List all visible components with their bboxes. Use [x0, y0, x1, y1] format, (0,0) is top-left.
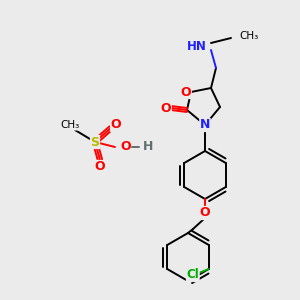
Text: H: H [143, 140, 153, 154]
Text: CH₃: CH₃ [60, 120, 80, 130]
Text: N: N [200, 118, 210, 131]
Text: O: O [111, 118, 121, 131]
Text: CH₃: CH₃ [239, 31, 258, 41]
Text: O: O [200, 206, 210, 220]
Text: Cl: Cl [186, 268, 199, 281]
Text: O: O [181, 85, 191, 98]
Text: HN: HN [187, 40, 207, 53]
Text: O: O [120, 140, 130, 154]
Text: O: O [161, 101, 171, 115]
Text: S: S [91, 136, 100, 148]
Text: O: O [95, 160, 105, 173]
